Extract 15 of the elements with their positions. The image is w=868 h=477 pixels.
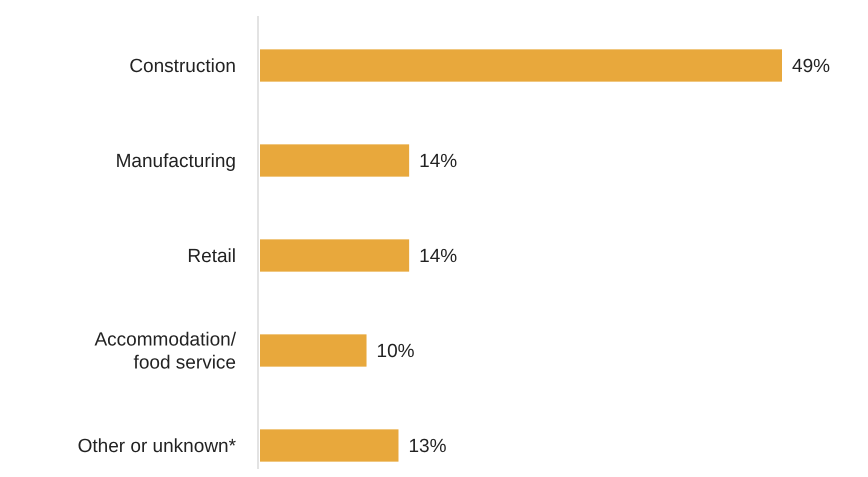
- y-tick-label: Construction: [129, 56, 236, 78]
- data-label: 10%: [376, 341, 415, 362]
- y-tick-label: Retail: [187, 246, 236, 268]
- y-tick-label: Other or unknown*: [78, 436, 237, 458]
- bar: [260, 334, 367, 367]
- bar: [260, 429, 398, 462]
- data-label: 14%: [419, 246, 458, 268]
- y-tick-label: Accommodation/ food service: [94, 330, 237, 374]
- data-label: 49%: [792, 56, 830, 78]
- data-label: 13%: [408, 436, 447, 458]
- bar: [260, 239, 410, 272]
- bar: [260, 144, 410, 177]
- y-tick-label: Manufacturing: [116, 151, 236, 172]
- bar: [260, 49, 782, 82]
- data-label: 14%: [419, 151, 458, 172]
